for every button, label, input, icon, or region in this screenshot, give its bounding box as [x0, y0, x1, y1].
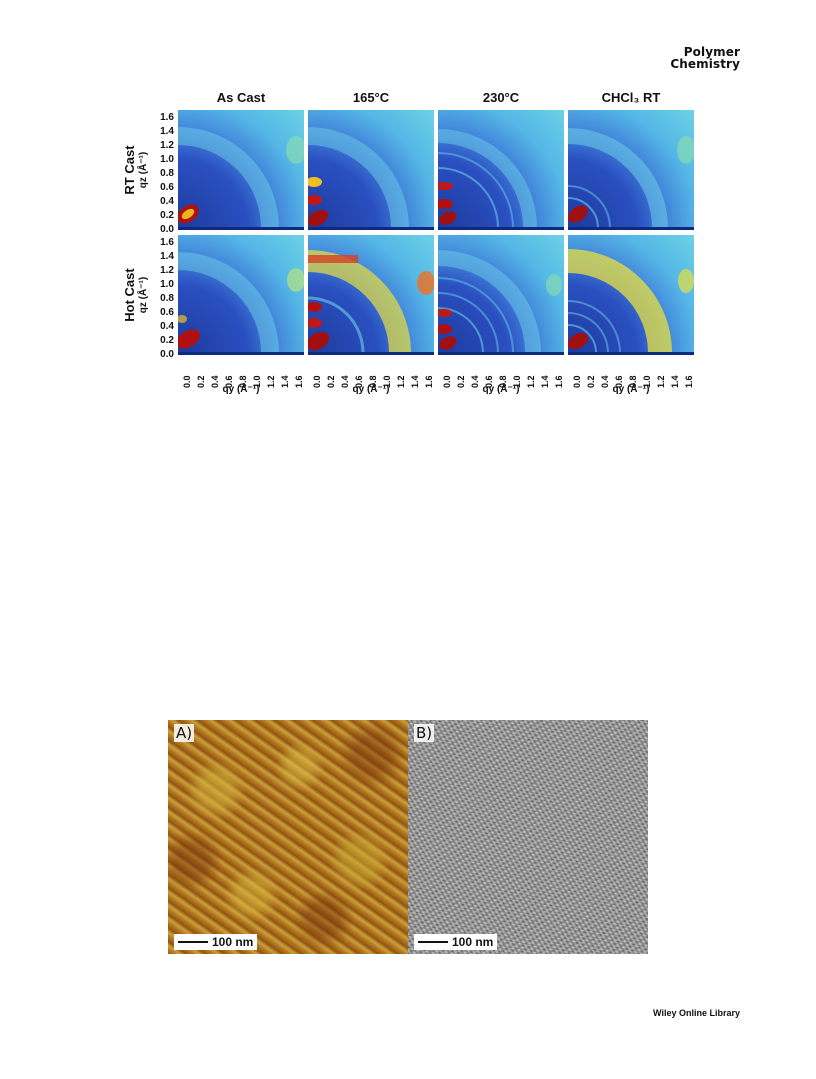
- y-tick: 1.0: [160, 154, 174, 165]
- journal-name: Polymer Chemistry: [670, 46, 740, 70]
- panel-label-b: B): [414, 724, 435, 742]
- y-tick: 1.6: [160, 237, 174, 248]
- giwaxs-figure: As Cast 165°C 230°C CHCl₃ RT RT Cast qz …: [122, 86, 710, 406]
- scale-bar-text: 100 nm: [452, 935, 494, 949]
- x-axis-label-col1: qy (Å⁻¹): [222, 384, 260, 395]
- journal-name-line1: Polymer: [683, 45, 740, 59]
- column-title-165c: 165°C: [352, 90, 390, 105]
- panel-label-a: A): [174, 724, 195, 742]
- y-ticks-row1: 1.6 1.4 1.2 1.0 0.8 0.6 0.4 0.2 0.0: [146, 110, 174, 235]
- column-title-230c: 230°C: [482, 90, 520, 105]
- scale-bar-line: [178, 941, 208, 943]
- y-tick: 1.2: [160, 140, 174, 151]
- giwaxs-panel-rt-165c: [308, 110, 434, 230]
- giwaxs-panel-rt-chcl3: [568, 110, 694, 230]
- giwaxs-panel-hot-as-cast: [178, 235, 304, 355]
- scale-bar-b: 100 nm: [414, 934, 498, 950]
- column-title-chcl3-rt: CHCl₃ RT: [601, 90, 661, 105]
- y-tick: 0.2: [160, 210, 174, 221]
- giwaxs-panel-hot-165c: [308, 235, 434, 355]
- y-tick: 0.0: [160, 224, 174, 235]
- scale-bar-a: 100 nm: [174, 934, 258, 950]
- giwaxs-panel-hot-chcl3: [568, 235, 694, 355]
- y-tick: 0.0: [160, 349, 174, 360]
- y-tick: 1.0: [160, 279, 174, 290]
- scale-bar-text: 100 nm: [212, 935, 254, 949]
- x-axis-label-col2: qy (Å⁻¹): [352, 384, 390, 395]
- giwaxs-panel-rt-230c: [438, 110, 564, 230]
- scale-bar-line: [418, 941, 448, 943]
- x-axis-label-col4: qy (Å⁻¹): [612, 384, 650, 395]
- y-ticks-row2: 1.6 1.4 1.2 1.0 0.8 0.6 0.4 0.2 0.0: [146, 235, 174, 360]
- tem-image: B) 100 nm: [408, 720, 648, 954]
- y-tick: 0.4: [160, 196, 174, 207]
- y-tick: 0.4: [160, 321, 174, 332]
- y-tick: 0.2: [160, 335, 174, 346]
- column-title-as-cast: As Cast: [216, 90, 266, 105]
- x-axis-label-col3: qy (Å⁻¹): [482, 384, 520, 395]
- y-tick: 0.8: [160, 293, 174, 304]
- y-tick: 1.4: [160, 251, 174, 262]
- y-tick: 1.4: [160, 126, 174, 137]
- afm-image: A) 100 nm: [168, 720, 408, 954]
- y-tick: 1.2: [160, 265, 174, 276]
- y-tick: 0.8: [160, 168, 174, 179]
- y-tick: 0.6: [160, 182, 174, 193]
- y-tick: 1.6: [160, 112, 174, 123]
- journal-name-line2: Chemistry: [670, 57, 740, 71]
- microscopy-figure: A) 100 nm B) 100 nm: [168, 720, 648, 954]
- y-tick: 0.6: [160, 307, 174, 318]
- giwaxs-panel-rt-as-cast: [178, 110, 304, 230]
- footer-wiley-link[interactable]: Wiley Online Library: [653, 1008, 740, 1018]
- giwaxs-panel-hot-230c: [438, 235, 564, 355]
